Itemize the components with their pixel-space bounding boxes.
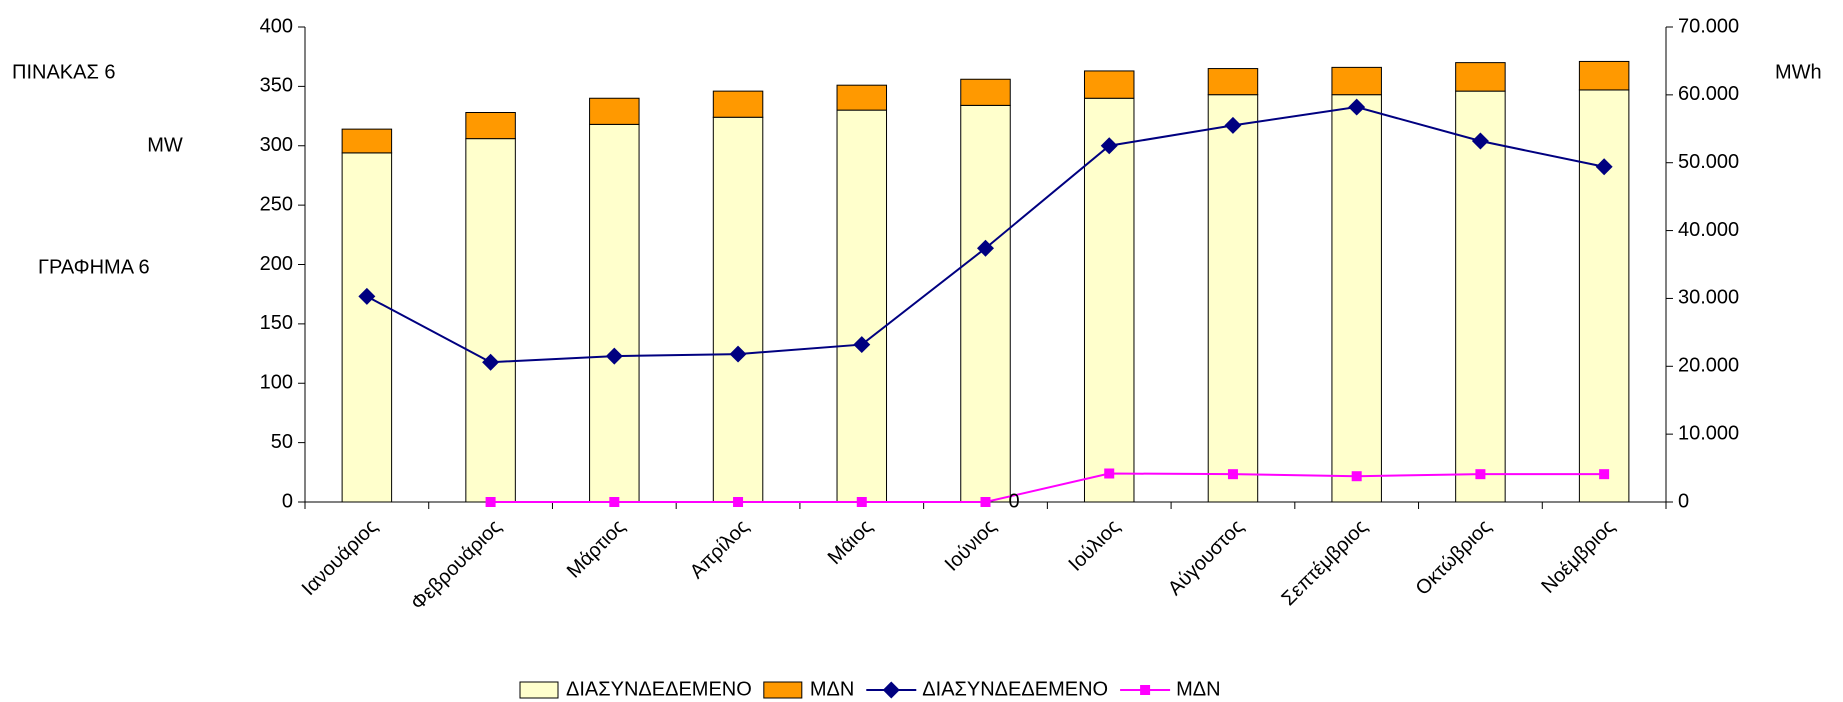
- legend-label: ΜΔΝ: [810, 678, 854, 700]
- marker: [1599, 469, 1610, 480]
- line: [490, 472, 1605, 503]
- x-tick-label: Μάιος: [824, 515, 878, 569]
- marker: [853, 336, 871, 354]
- data-label: 0: [1009, 490, 1020, 512]
- bar: [1455, 90, 1506, 503]
- x-tick-label: Απρίλος: [686, 515, 754, 583]
- y-tick-label: 100: [260, 372, 293, 394]
- legend-swatch: [763, 681, 803, 699]
- y-tick-label: 50: [271, 431, 293, 453]
- y-tick-label: 150: [260, 312, 293, 334]
- marker: [1351, 471, 1362, 482]
- marker: [609, 497, 620, 507]
- bar: [341, 152, 393, 503]
- y2-tick-label: 30.000: [1678, 287, 1739, 309]
- y2-tick-label: 60.000: [1678, 83, 1739, 105]
- legend-label: ΜΔΝ: [1176, 678, 1220, 700]
- bar: [712, 90, 764, 118]
- y-tick-label: 400: [260, 15, 293, 37]
- marker: [1227, 469, 1238, 480]
- y2-tick-label: 0: [1678, 490, 1689, 512]
- x-tick-label: Ιανουάριος: [298, 515, 383, 600]
- y-tick-label: 250: [260, 193, 293, 215]
- marker: [1475, 469, 1486, 480]
- bar: [960, 78, 1011, 106]
- bar: [1331, 94, 1382, 503]
- marker: [733, 497, 744, 507]
- marker: [358, 287, 376, 305]
- legend-marker: [882, 681, 900, 699]
- y2-tick-label: 40.000: [1678, 219, 1739, 241]
- bar: [341, 128, 393, 154]
- y2-tick-label: 70.000: [1678, 15, 1739, 37]
- y-axis-unit: MW: [147, 134, 183, 156]
- y-tick-label: 300: [260, 134, 293, 156]
- bar: [836, 109, 888, 503]
- y-tick-label: 200: [260, 253, 293, 275]
- x-tick-label: Σεπτέμβριος: [1278, 515, 1373, 610]
- x-tick-label: Ιούνιος: [941, 515, 1001, 575]
- legend-marker: [1140, 685, 1151, 695]
- x-tick-label: Φεβρουάριος: [407, 515, 506, 614]
- marker: [977, 239, 994, 257]
- marker: [1104, 468, 1115, 479]
- bar: [1455, 62, 1506, 92]
- x-tick-label: Οκτώβριος: [1412, 515, 1496, 599]
- bar: [1083, 70, 1135, 99]
- y-tick-label: 0: [282, 490, 293, 512]
- bar: [1083, 97, 1135, 503]
- bar: [1578, 60, 1630, 91]
- x-tick-label: Μάρτιος: [563, 515, 630, 582]
- y2-tick-label: 50.000: [1678, 151, 1739, 173]
- marker: [605, 347, 623, 365]
- legend-label: ΔΙΑΣΥΝΔΕΔΕΜΕΝΟ: [922, 678, 1108, 700]
- bar: [836, 84, 888, 111]
- bar: [1578, 89, 1630, 503]
- bar: [1331, 66, 1382, 96]
- marker: [482, 353, 500, 371]
- marker: [856, 497, 867, 507]
- x-tick-label: Αύγουστος: [1164, 515, 1248, 599]
- bar: [1207, 94, 1259, 503]
- y2-tick-label: 20.000: [1678, 355, 1739, 377]
- x-tick-label: Ιούλιος: [1065, 515, 1125, 575]
- legend-label: ΔΙΑΣΥΝΔΕΔΕΜΕΝΟ: [566, 678, 752, 700]
- graph-label: ΓΡΑΦΗΜΑ 6: [38, 256, 150, 278]
- y-tick-label: 350: [260, 75, 293, 97]
- legend-swatch: [519, 681, 559, 699]
- bar: [1207, 68, 1259, 96]
- bar: [465, 112, 516, 140]
- bar: [589, 123, 640, 503]
- bar: [712, 116, 764, 503]
- marker: [980, 497, 991, 507]
- table-label: ΠΙΝΑΚΑΣ 6: [12, 61, 116, 83]
- marker: [485, 497, 496, 507]
- x-tick-label: Νοέμβριος: [1537, 515, 1619, 597]
- y2-tick-label: 10.000: [1678, 422, 1739, 444]
- bar: [589, 97, 640, 125]
- y2-axis-unit: MWh: [1775, 61, 1822, 83]
- bar: [960, 104, 1011, 503]
- bar: [465, 138, 516, 503]
- marker: [729, 345, 747, 363]
